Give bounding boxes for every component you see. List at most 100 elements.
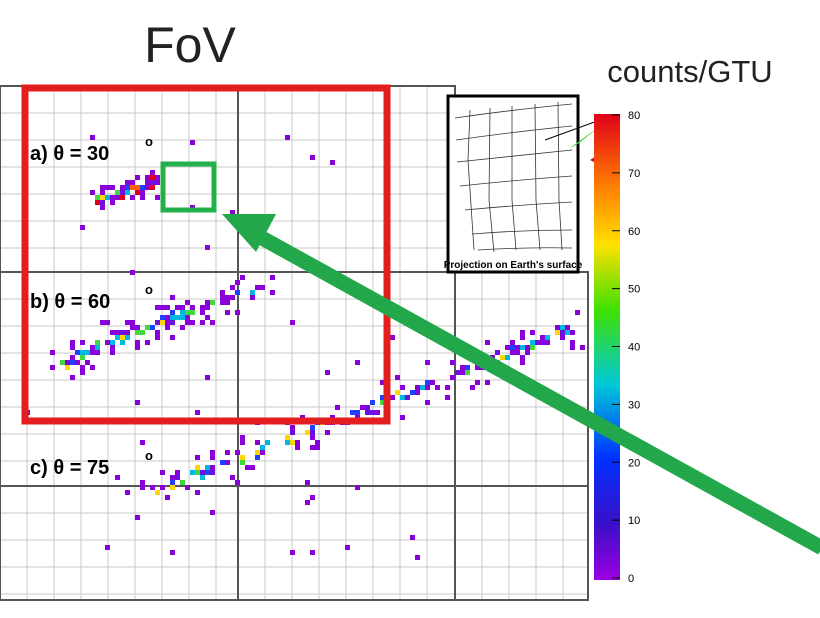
pixel	[145, 325, 150, 330]
pixel	[335, 405, 340, 410]
degree-mark: o	[145, 282, 153, 297]
inset-caption: Projection on Earth's surface	[444, 260, 583, 271]
pixel	[235, 450, 240, 455]
pixel	[195, 455, 200, 460]
pixel	[180, 315, 185, 320]
pixel	[135, 340, 140, 345]
pixel	[420, 385, 425, 390]
pixel	[445, 395, 450, 400]
pixel	[170, 315, 175, 320]
pixel	[135, 190, 140, 195]
pixel	[190, 320, 195, 325]
pixel	[170, 485, 175, 490]
pixel	[160, 315, 165, 320]
pixel	[120, 330, 125, 335]
pixel	[90, 365, 95, 370]
colorbar-tick-label: 10	[628, 515, 640, 527]
pixel	[345, 545, 350, 550]
degree-mark: o	[145, 448, 153, 463]
pixel	[390, 335, 395, 340]
colorbar-tick-label: 40	[628, 342, 640, 354]
pixel	[225, 295, 230, 300]
pixel	[290, 550, 295, 555]
pixel	[470, 385, 475, 390]
pixel	[575, 310, 580, 315]
pixel	[110, 195, 115, 200]
pixel	[500, 355, 505, 360]
pixel	[260, 285, 265, 290]
pixel	[145, 185, 150, 190]
pixel	[565, 330, 570, 335]
pixel	[520, 335, 525, 340]
pixel	[415, 555, 420, 560]
panel-label: c) θ = 75	[30, 457, 109, 479]
pixel	[195, 490, 200, 495]
pixel	[515, 345, 520, 350]
pixel	[145, 340, 150, 345]
pixel	[100, 190, 105, 195]
pixel	[60, 360, 65, 365]
pixel	[315, 440, 320, 445]
pixel	[70, 360, 75, 365]
pixel	[130, 195, 135, 200]
pixel	[170, 550, 175, 555]
pixel	[145, 175, 150, 180]
pixel	[570, 340, 575, 345]
pixel	[135, 325, 140, 330]
pixel	[255, 450, 260, 455]
pixel	[310, 430, 315, 435]
pixel	[205, 245, 210, 250]
pixel	[230, 475, 235, 480]
pixel	[125, 180, 130, 185]
pixel	[175, 315, 180, 320]
colorbar-title: counts/GTU	[607, 54, 772, 89]
pixel	[290, 320, 295, 325]
pixel	[240, 455, 245, 460]
pixel	[495, 350, 500, 355]
pixel	[95, 350, 100, 355]
pixel	[505, 345, 510, 350]
inset: c) b) a) Projection on Earth's surface	[444, 96, 618, 272]
pixel	[525, 345, 530, 350]
pixel	[455, 370, 460, 375]
pixel	[140, 185, 145, 190]
pixel	[70, 345, 75, 350]
pixel	[165, 305, 170, 310]
pixel	[285, 135, 290, 140]
pixel	[180, 305, 185, 310]
pixel	[205, 305, 210, 310]
pixel	[360, 405, 365, 410]
pixel	[180, 480, 185, 485]
pixel	[140, 440, 145, 445]
pixel	[135, 185, 140, 190]
pixel	[290, 425, 295, 430]
pixel	[240, 435, 245, 440]
pixel	[235, 480, 240, 485]
pixel	[240, 275, 245, 280]
pixel	[155, 195, 160, 200]
pixel	[125, 335, 130, 340]
pixel	[125, 190, 130, 195]
panel-label: a) θ = 30	[30, 143, 109, 165]
colorbar-tick-label: 60	[628, 226, 640, 238]
pixel	[185, 310, 190, 315]
cell-frame	[0, 486, 238, 600]
pixel	[570, 330, 575, 335]
pixel	[165, 315, 170, 320]
pixel	[370, 410, 375, 415]
pixel	[510, 350, 515, 355]
pixel	[260, 450, 265, 455]
pixel	[245, 465, 250, 470]
pixel	[100, 185, 105, 190]
pixel	[450, 375, 455, 380]
pixel	[90, 345, 95, 350]
pixel	[510, 340, 515, 345]
pixel	[105, 545, 110, 550]
pixel	[555, 330, 560, 335]
pixel	[295, 445, 300, 450]
colorbar-tick-label: 70	[628, 168, 640, 180]
pixel	[200, 475, 205, 480]
pixel	[210, 465, 215, 470]
pixel	[265, 440, 270, 445]
pixel	[105, 320, 110, 325]
